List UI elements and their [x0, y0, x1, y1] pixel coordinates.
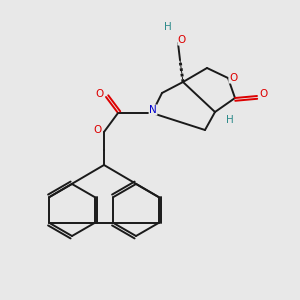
Text: O: O [178, 35, 186, 45]
Text: H: H [164, 22, 172, 32]
Text: O: O [93, 125, 101, 135]
Text: O: O [95, 89, 103, 99]
Text: O: O [259, 89, 267, 99]
Text: O: O [229, 73, 237, 83]
Text: N: N [149, 105, 157, 115]
Text: H: H [226, 115, 234, 125]
